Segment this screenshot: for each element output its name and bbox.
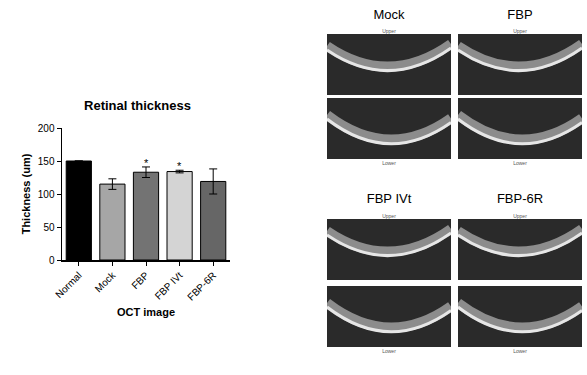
svg-text:FBP: FBP [129, 269, 151, 291]
svg-text:FBP-6R: FBP-6R [185, 270, 218, 303]
svg-text:100: 100 [38, 189, 55, 200]
svg-text:Lower: Lower [382, 160, 396, 166]
svg-text:Upper: Upper [513, 213, 527, 219]
svg-text:Upper: Upper [513, 28, 527, 34]
svg-text:200: 200 [38, 123, 55, 134]
svg-text:Mock: Mock [373, 7, 405, 22]
svg-text:0: 0 [49, 255, 55, 266]
svg-text:FBP: FBP [507, 7, 532, 22]
svg-text:50: 50 [43, 222, 55, 233]
svg-text:Normal: Normal [53, 270, 84, 301]
svg-text:FBP-6R: FBP-6R [497, 191, 543, 206]
svg-text:Lower: Lower [513, 160, 527, 166]
svg-text:Upper: Upper [382, 28, 396, 34]
svg-text:150: 150 [38, 156, 55, 167]
svg-text:OCT image: OCT image [117, 306, 175, 318]
svg-text:Thickness (um): Thickness (um) [20, 153, 32, 234]
svg-text:*: * [144, 157, 149, 169]
svg-text:Lower: Lower [513, 348, 527, 354]
svg-text:FBP IVt: FBP IVt [153, 270, 185, 302]
svg-text:Retinal thickness: Retinal thickness [84, 98, 191, 113]
svg-text:Mock: Mock [93, 269, 118, 294]
svg-text:FBP IVt: FBP IVt [367, 191, 412, 206]
svg-text:Upper: Upper [382, 213, 396, 219]
svg-text:Lower: Lower [382, 348, 396, 354]
svg-text:*: * [177, 160, 182, 172]
